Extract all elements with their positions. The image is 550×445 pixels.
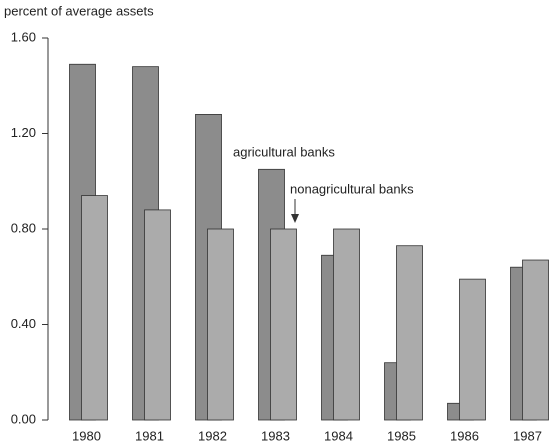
y-tick-label: 0.00 [11, 411, 36, 426]
bar [459, 278, 486, 421]
x-tick-label: 1981 [135, 428, 164, 443]
bar [270, 228, 297, 421]
y-axis-title: percent of average assets [4, 3, 154, 18]
y-tick-label: 0.40 [11, 316, 36, 331]
x-tick-label: 1982 [198, 428, 227, 443]
bar [333, 228, 360, 421]
bar [144, 209, 171, 421]
x-tick-label: 1983 [261, 428, 290, 443]
y-tick-label: 0.80 [11, 220, 36, 235]
x-tick-label: 1984 [324, 428, 353, 443]
arrow-head [291, 214, 299, 223]
bar [396, 245, 423, 421]
y-tick-label: 1.20 [11, 125, 36, 140]
y-tick-label: 1.60 [11, 29, 36, 44]
x-tick-label: 1986 [450, 428, 479, 443]
series-label: nonagricultural banks [290, 181, 414, 196]
x-tick-label: 1980 [72, 428, 101, 443]
bar [81, 195, 108, 421]
bar [207, 228, 234, 421]
bar [522, 259, 549, 421]
series-label: agricultural banks [233, 144, 335, 159]
x-tick-label: 1985 [387, 428, 416, 443]
x-tick-label: 1987 [513, 428, 542, 443]
